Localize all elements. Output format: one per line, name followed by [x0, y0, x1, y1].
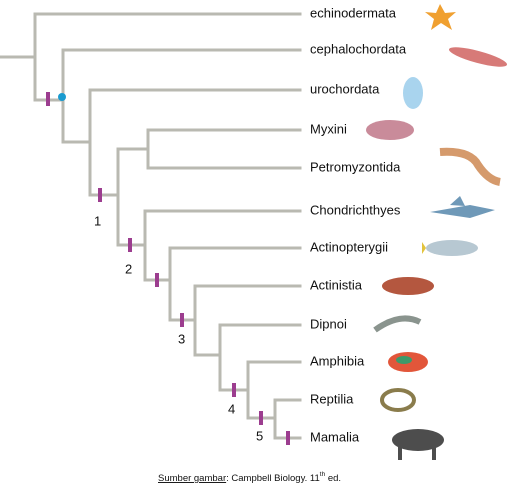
trait-number: 2: [125, 261, 132, 276]
taxon-label: cephalochordata: [310, 41, 407, 56]
taxon-label: Dipnoi: [310, 316, 347, 331]
trait-number: 1: [94, 213, 101, 228]
trait-numbers: 1 2 3 4 5: [94, 213, 263, 443]
taxon-label: urochordata: [310, 81, 380, 96]
taxon-label: Petromyzontida: [310, 159, 401, 174]
tree-branches: [0, 12, 302, 440]
taxon-label: Reptilia: [310, 391, 354, 406]
taxon-label: echinodermata: [310, 5, 397, 20]
taxon-label: Actinopterygii: [310, 239, 388, 254]
taxon-label: Actinistia: [310, 277, 363, 292]
trait-number: 4: [228, 401, 235, 416]
taxon-labels: echinodermata cephalochordata urochordat…: [310, 5, 407, 444]
taxon-label: Myxini: [310, 121, 347, 136]
trait-markers: [46, 92, 290, 445]
trait-number: 5: [256, 428, 263, 443]
taxon-label: Mamalia: [310, 429, 360, 444]
animal-icons: [366, 4, 508, 460]
taxon-label: Chondrichthyes: [310, 202, 401, 217]
caption: Sumber gambar: Campbell Biology. 11th ed…: [158, 471, 341, 484]
trait-number: 3: [178, 331, 185, 346]
taxon-label: Amphibia: [310, 353, 365, 368]
